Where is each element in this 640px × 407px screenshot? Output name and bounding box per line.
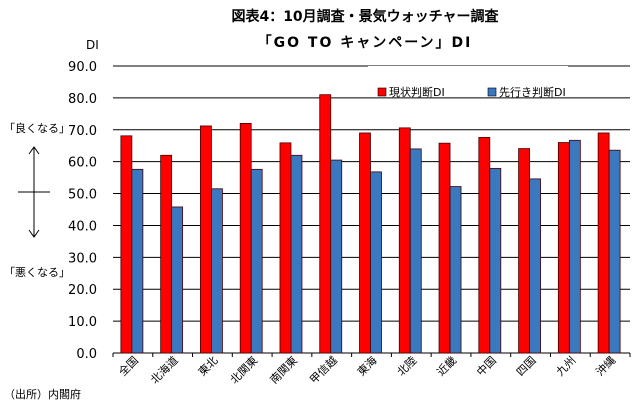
bar-current <box>279 142 292 354</box>
bar-current <box>597 132 610 354</box>
bar-forecast <box>290 154 303 354</box>
arrow-down-icon <box>28 229 40 238</box>
bar-current <box>319 94 332 354</box>
bar-current <box>398 127 411 354</box>
x-tick-label: 全国 <box>116 353 141 378</box>
x-tick-label: 九州 <box>554 354 579 379</box>
chart-subtitle: 「GO TO キャンペーン」DI <box>257 35 473 51</box>
x-tick-label: 近畿 <box>434 353 459 378</box>
y-tick-label: 80.0 <box>68 92 97 107</box>
bar-current <box>438 142 451 354</box>
y-tick-label: 40.0 <box>68 219 97 234</box>
x-tick-label: 東北 <box>196 354 221 379</box>
bar-forecast <box>131 168 144 354</box>
legend-swatch <box>377 87 387 97</box>
legend-background <box>368 66 568 96</box>
bar-forecast <box>449 186 462 354</box>
bar-forecast <box>608 149 621 354</box>
bar-current <box>200 125 212 354</box>
bar-forecast <box>211 188 223 354</box>
legend-label: 先行き判断DI <box>499 85 566 99</box>
annotation-bad: 「悪くなる」 <box>4 266 70 279</box>
x-tick-label: 東海 <box>354 353 379 378</box>
bar-forecast <box>529 178 541 354</box>
y-tick-label: 20.0 <box>68 283 97 298</box>
y-axis-label: DI <box>86 38 99 52</box>
legend-swatch <box>487 87 497 97</box>
bar-current <box>160 154 173 354</box>
y-tick-label: 90.0 <box>68 60 97 75</box>
bar-current <box>557 142 570 354</box>
annotation-good: 「良くなる」 <box>4 122 70 135</box>
arrow-up-icon <box>28 146 40 155</box>
source-note: （出所）内閣府 <box>4 388 81 401</box>
bar-forecast <box>250 168 263 354</box>
bar-forecast <box>409 148 422 354</box>
x-tick-label: 北関東 <box>228 354 261 387</box>
x-tick-label: 甲信越 <box>307 353 340 386</box>
bar-current <box>478 137 491 354</box>
chart-title: 図表4：10月調査・景気ウォッチャー調査 <box>231 9 499 25</box>
x-tick-label: 北陸 <box>395 354 420 379</box>
bar-current <box>518 148 530 354</box>
bar-current <box>120 135 133 354</box>
x-tick-label: 四国 <box>514 354 539 379</box>
bar-forecast <box>370 171 382 354</box>
y-tick-label: 60.0 <box>68 156 97 171</box>
bar-forecast <box>568 139 581 354</box>
y-tick-label: 0.0 <box>76 347 97 362</box>
y-tick-label: 30.0 <box>68 251 97 266</box>
y-tick-label: 10.0 <box>68 315 97 330</box>
y-tick-label: 70.0 <box>68 124 97 139</box>
x-tick-label: 南関東 <box>268 354 301 387</box>
bar-forecast <box>489 167 502 354</box>
x-tick-label: 沖縄 <box>593 353 618 378</box>
x-tick-label: 中国 <box>474 354 499 379</box>
bar-forecast <box>171 206 184 354</box>
legend-label: 現状判断DI <box>389 85 445 99</box>
x-tick-label: 北海道 <box>148 353 181 386</box>
y-tick-label: 50.0 <box>68 188 97 203</box>
bar-forecast <box>330 159 343 354</box>
bar-current <box>239 123 252 354</box>
bar-current <box>359 132 371 354</box>
